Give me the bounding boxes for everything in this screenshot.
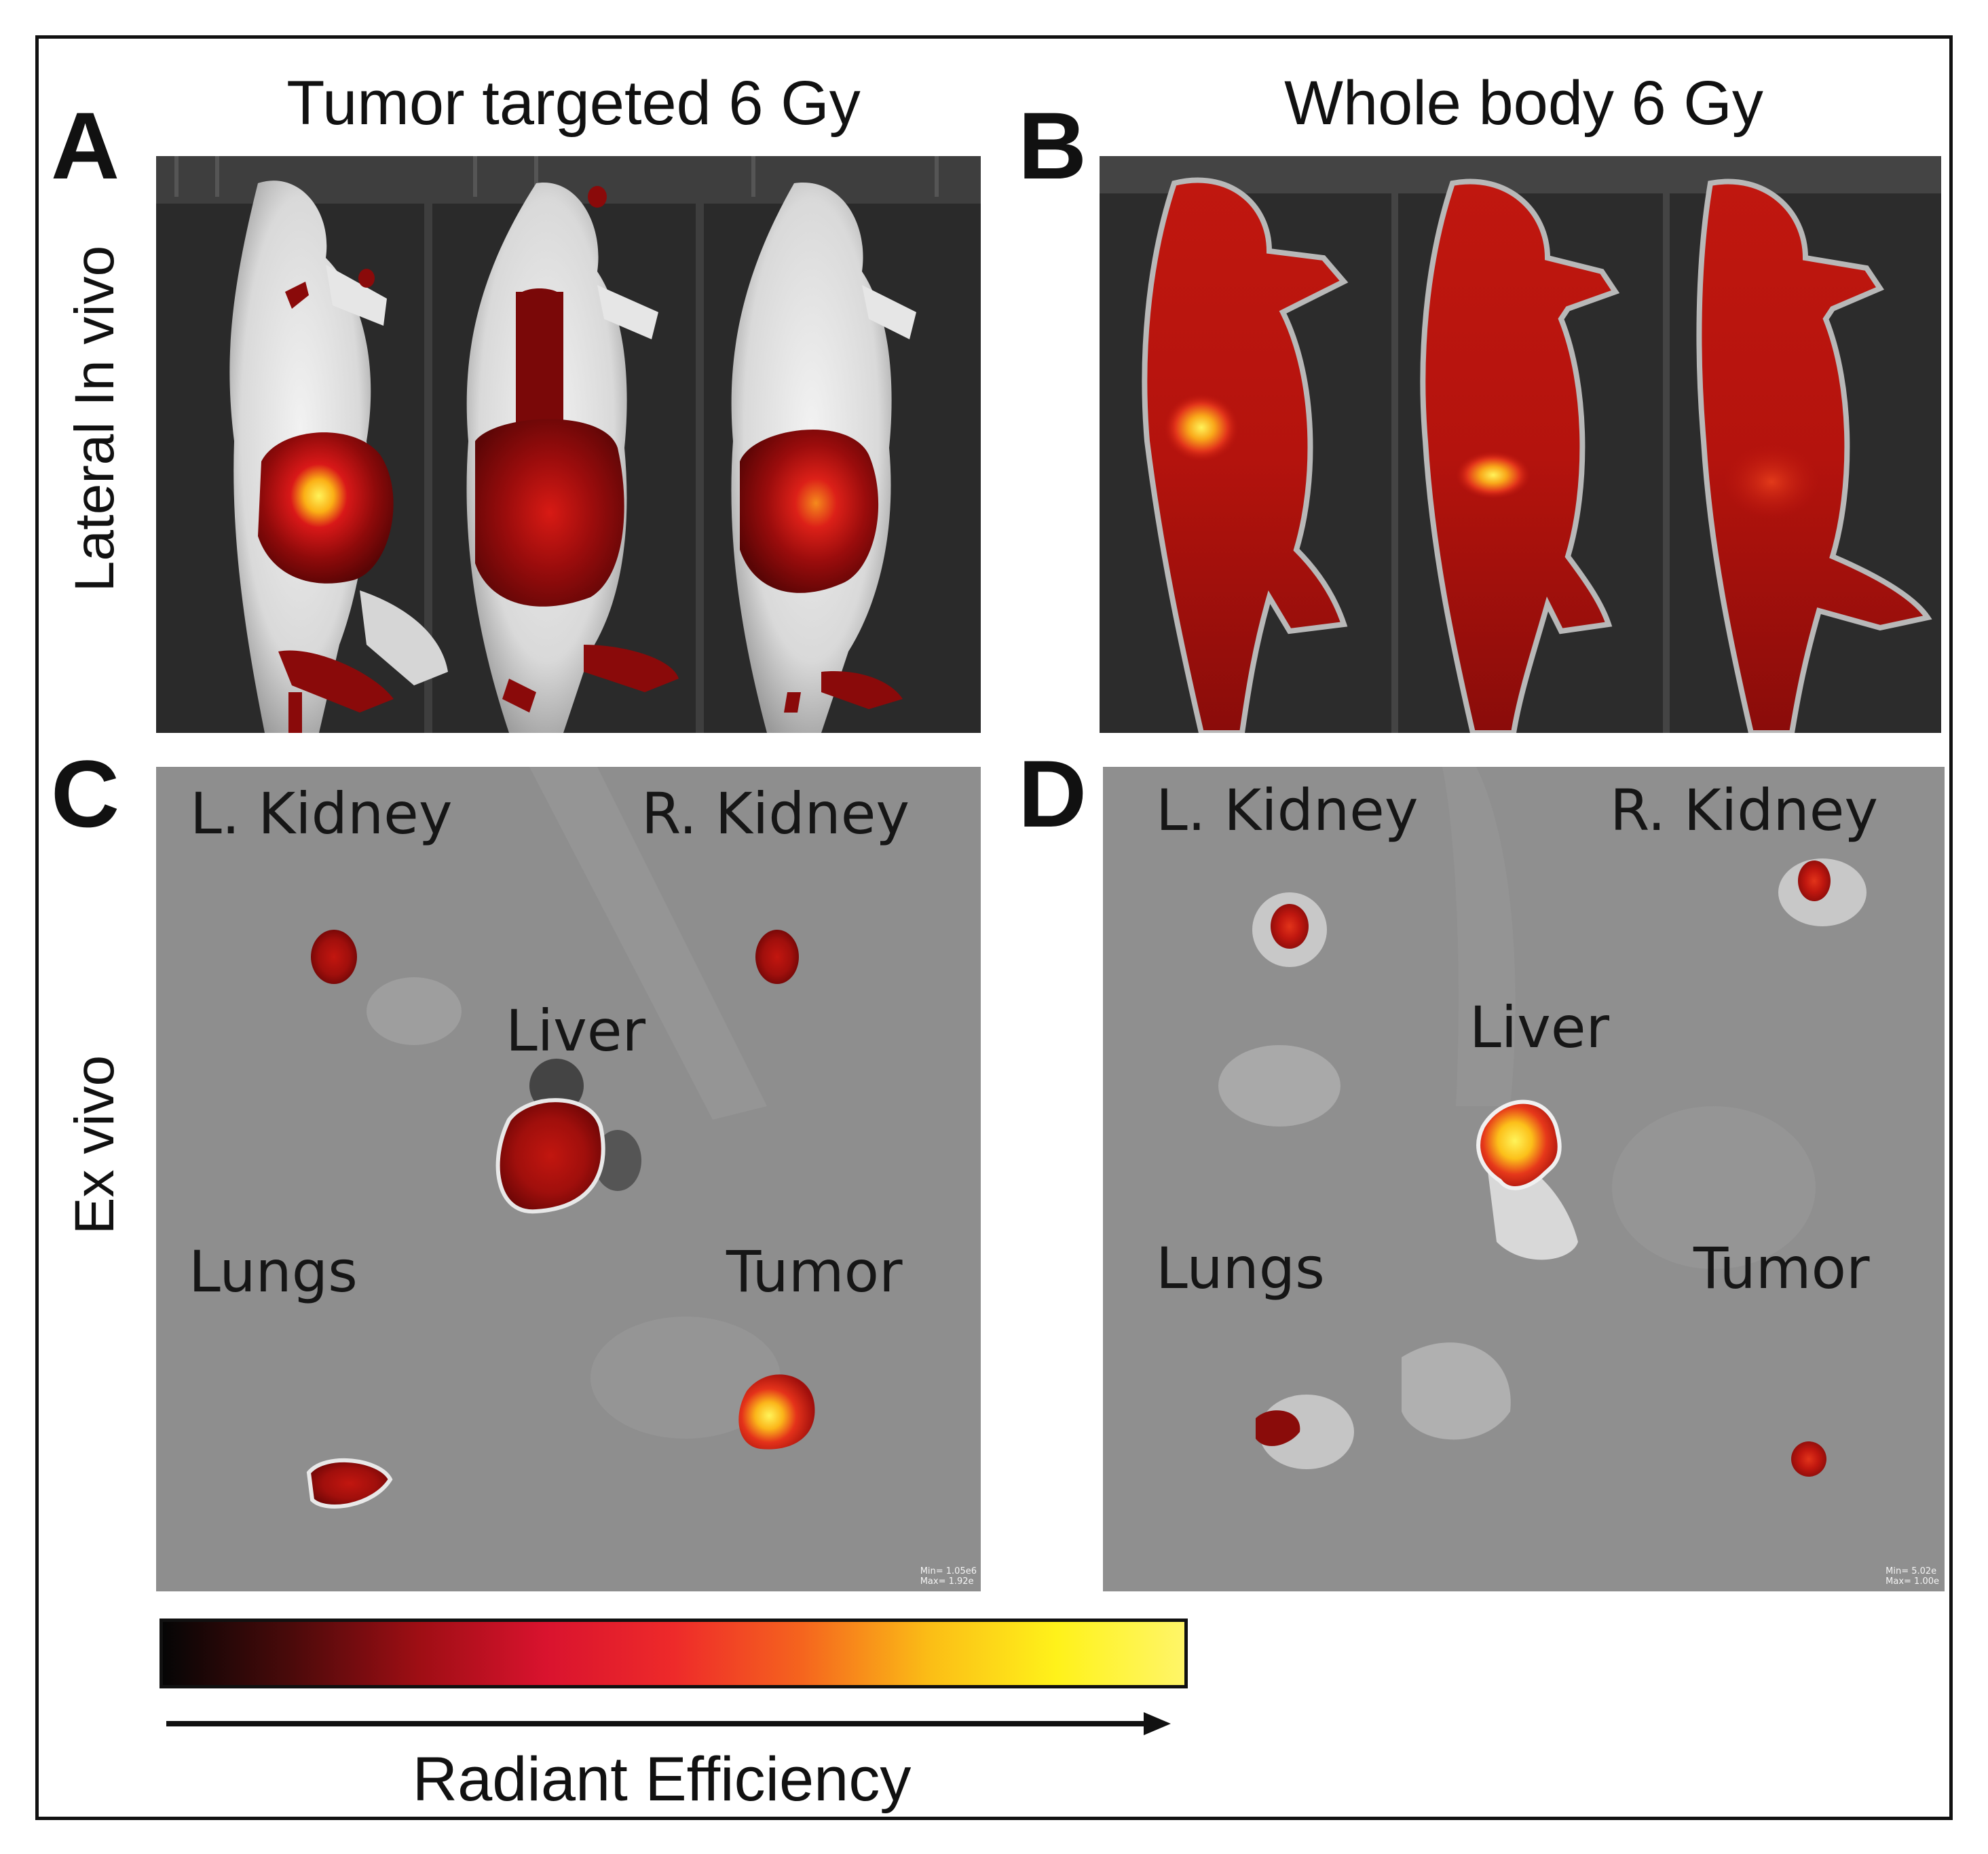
panel-d-label-lungs: Lungs	[1156, 1235, 1325, 1302]
panel-a-letter: A	[51, 92, 120, 199]
radiant-efficiency-colorbar	[160, 1619, 1188, 1688]
panel-c-label-l-kidney: L. Kidney	[190, 780, 453, 847]
panel-c-minmax: Min= 1.05e6 Max= 1.92e	[920, 1566, 977, 1587]
panel-c-label-lungs: Lungs	[189, 1238, 358, 1305]
panel-d-min: Min= 5.02e	[1886, 1566, 1937, 1576]
panel-d-max: Max= 1.00e	[1886, 1576, 1939, 1587]
row-label-ex-vivo: Ex vivo	[64, 1055, 126, 1235]
figure-frame	[35, 35, 1953, 1820]
panel-c-max: Max= 1.92e	[920, 1576, 974, 1587]
panel-d-image: Min= 5.02e Max= 1.00e	[1103, 767, 1945, 1591]
panel-a-title: Tumor targeted 6 Gy	[286, 69, 861, 138]
panel-d-label-r-kidney: R. Kidney	[1610, 777, 1879, 844]
panel-c-image: Min= 1.05e6 Max= 1.92e	[156, 767, 981, 1591]
panel-b-letter: B	[1018, 92, 1087, 199]
panel-d-label-tumor: Tumor	[1693, 1235, 1870, 1302]
panel-a-image	[156, 156, 981, 733]
row-label-in-vivo: Lateral In vivo	[64, 245, 126, 592]
panel-c-min: Min= 1.05e6	[920, 1566, 977, 1576]
panel-c-label-r-kidney: R. Kidney	[641, 780, 910, 847]
panel-c-label-tumor: Tumor	[726, 1238, 903, 1305]
panel-d-label-l-kidney: L. Kidney	[1156, 777, 1419, 844]
panel-c-label-liver: Liver	[506, 998, 646, 1064]
panel-d-minmax: Min= 5.02e Max= 1.00e	[1886, 1566, 1939, 1587]
right-arrow-icon	[166, 1712, 1171, 1735]
panel-d-label-liver: Liver	[1469, 994, 1610, 1061]
panel-c-letter: C	[51, 740, 120, 847]
colorbar-label: Radiant Efficiency	[412, 1745, 912, 1814]
panel-d-letter: D	[1018, 740, 1087, 847]
panel-b-title: Whole body 6 Gy	[1284, 69, 1763, 138]
panel-b-image	[1100, 156, 1941, 733]
